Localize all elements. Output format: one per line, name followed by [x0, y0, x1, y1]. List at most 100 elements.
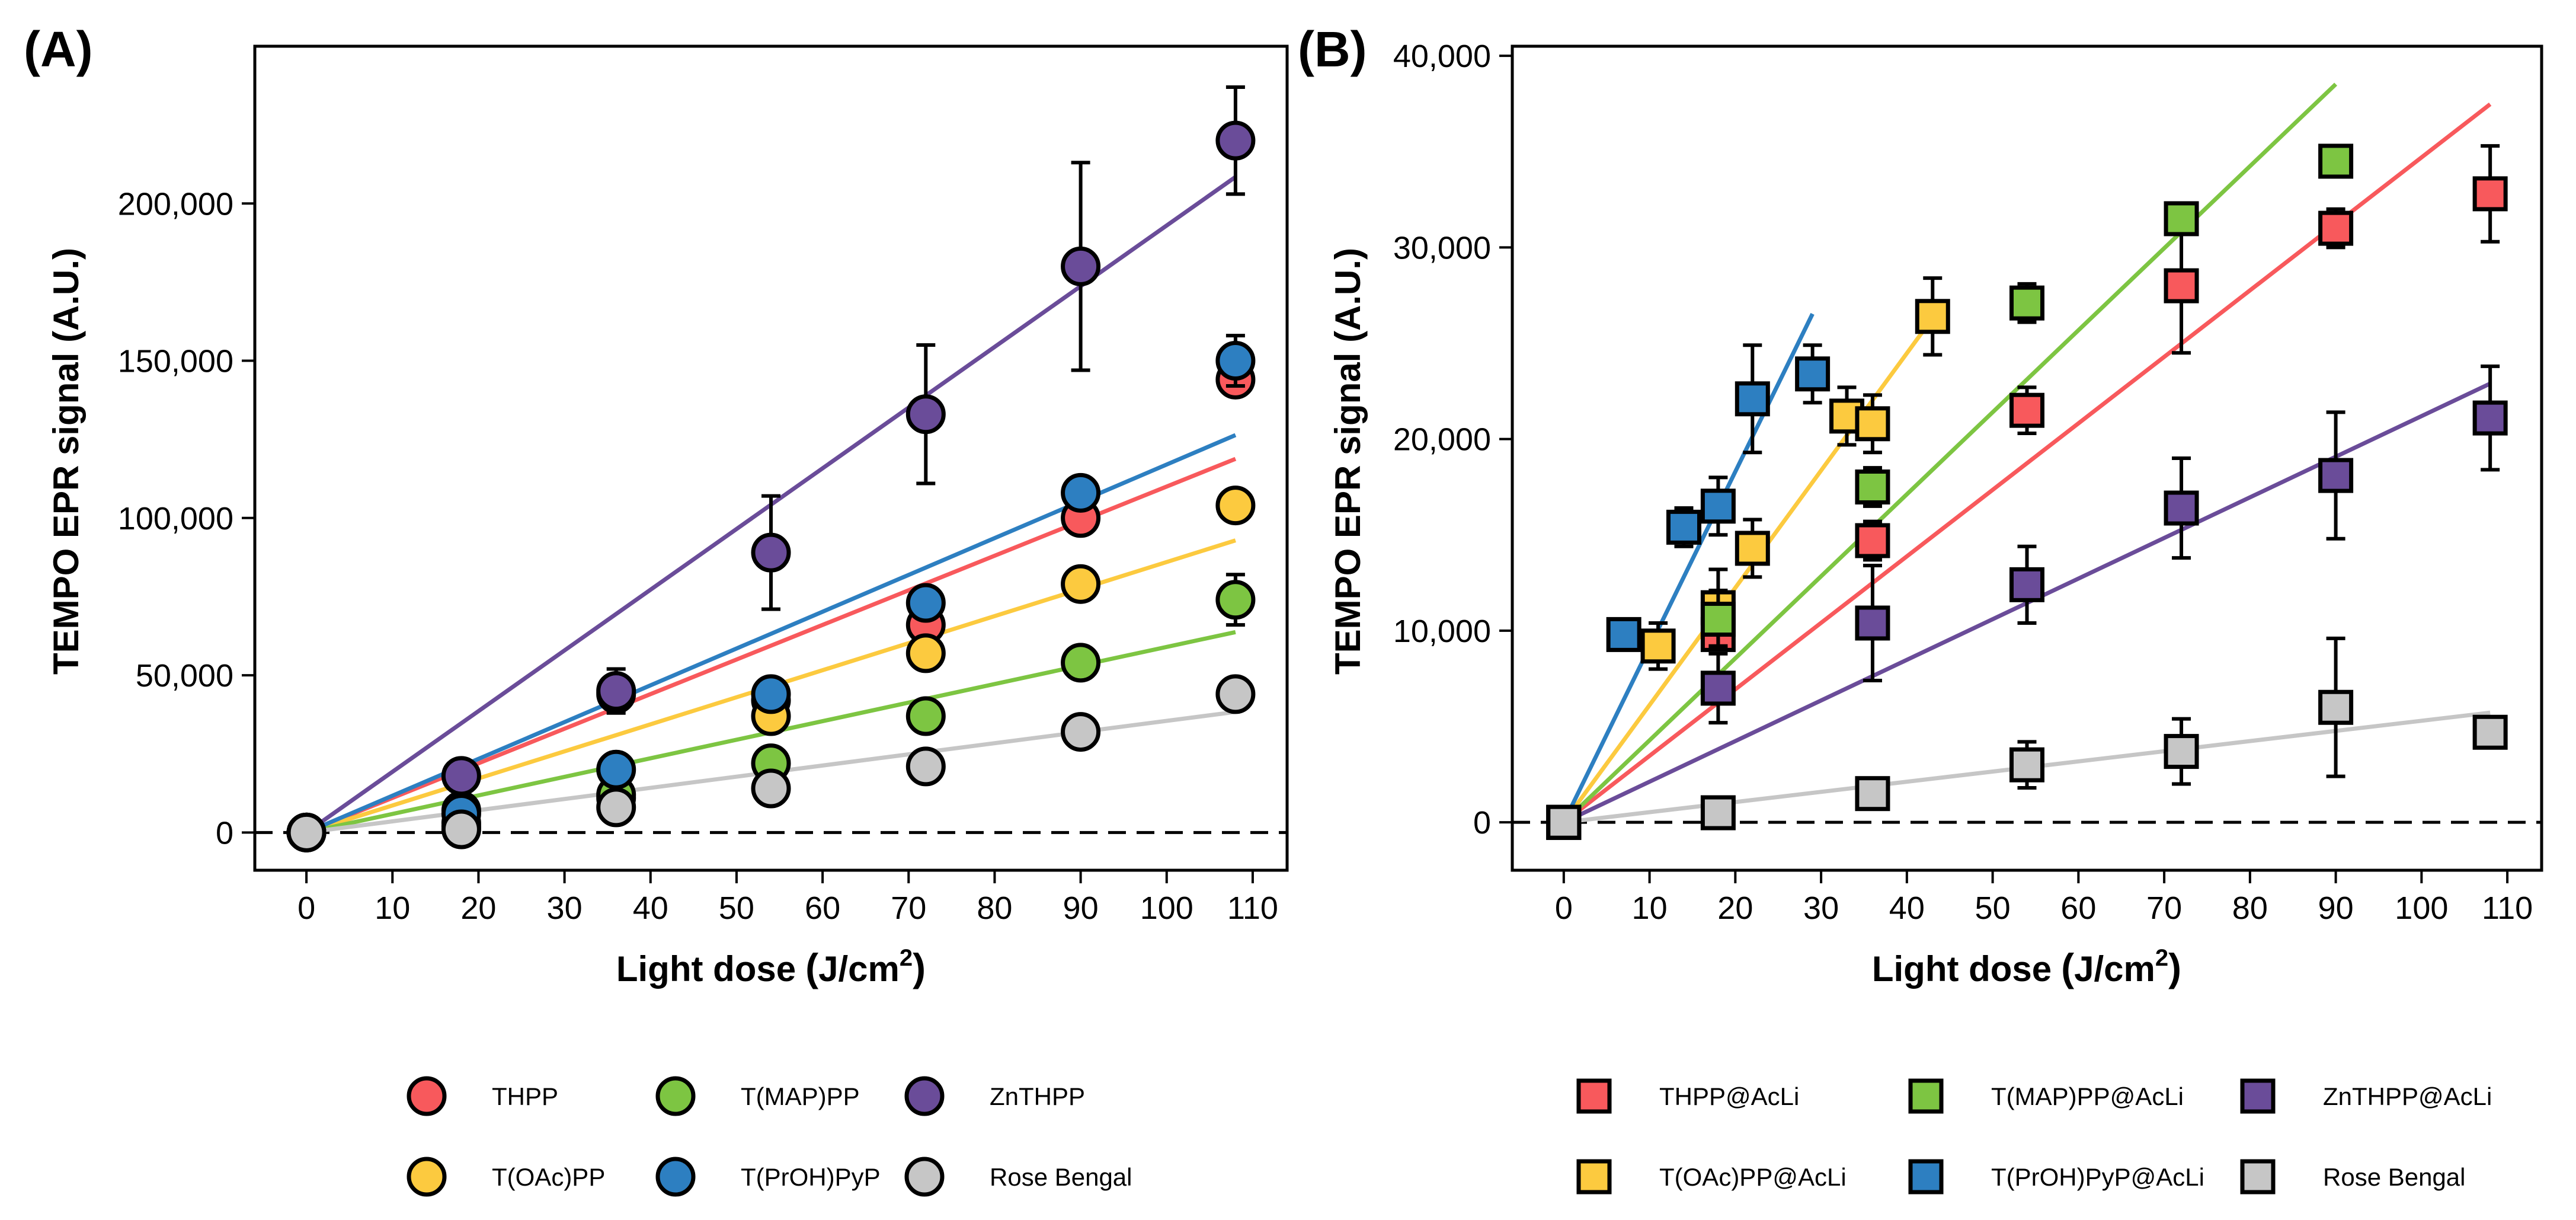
x-tick-label: 60: [2060, 890, 2096, 926]
data-point-t-proh-pyp: [1061, 472, 1101, 513]
data-point-thpp-acli: [2318, 210, 2354, 246]
data-point-thpp-acli: [2164, 268, 2199, 304]
legend-label: ZnTHPP@AcLi: [2323, 1082, 2492, 1110]
data-point-rose-bengal: [1215, 674, 1256, 714]
y-tick-label: 150,000: [118, 344, 233, 379]
data-point-znthpp-acli: [2164, 490, 2199, 526]
legend-label: THPP: [492, 1082, 558, 1110]
data-point-t-map-pp: [1061, 643, 1101, 683]
legend-label: THPP@AcLi: [1659, 1082, 1799, 1110]
data-point-t-proh-pyp: [596, 749, 636, 790]
x-tick-label: 90: [1063, 890, 1099, 926]
data-point-t-oac-pp: [1061, 564, 1101, 604]
legend-label: Rose Bengal: [990, 1163, 1132, 1191]
x-tick-label: 110: [1227, 890, 1278, 926]
legend-swatch: [655, 1157, 696, 1197]
x-tick-label: 70: [891, 890, 926, 926]
y-tick-label: 100,000: [118, 501, 233, 536]
legend-swatch: [1576, 1159, 1612, 1195]
legend-swatch: [655, 1076, 696, 1116]
x-tick-label: 60: [805, 890, 840, 926]
legend-swatch: [904, 1076, 945, 1116]
data-point-znthpp: [751, 532, 791, 573]
data-point-rose-bengal: [2472, 714, 2508, 750]
x-tick-label: 10: [1632, 890, 1668, 926]
data-point-rose-bengal: [1061, 712, 1101, 752]
panel-a-label: (A): [24, 21, 93, 77]
panel-a-y-axis-title: TEMPO EPR signal (A.U.): [46, 248, 86, 675]
panel-b-legend: THPP@AcLi T(MAP)PP@AcLi ZnTHPP@AcLi T(OAc)P…: [1576, 1078, 2492, 1195]
data-point-t-proh-pyp: [1215, 341, 1256, 381]
y-tick-label: 200,000: [118, 186, 233, 222]
x-tick-label: 40: [633, 890, 668, 926]
data-point-znthpp-acli: [2318, 458, 2354, 493]
panel-a-plot-frame: [253, 44, 1289, 872]
data-point-t-proh-pyp-acli: [1606, 617, 1641, 652]
data-point-t-map-pp-acli: [2318, 143, 2354, 179]
legend-item: ZnTHPP: [904, 1076, 1085, 1116]
legend-item: T(OAc)PP@AcLi: [1576, 1159, 1847, 1195]
x-tick-label: 100: [1140, 890, 1193, 926]
legend-label: Rose Bengal: [2323, 1163, 2466, 1191]
y-tick-label: 40,000: [1393, 39, 1491, 74]
x-tick-label: 20: [1717, 890, 1753, 926]
y-tick-label: 50,000: [136, 658, 233, 694]
legend-item: T(MAP)PP@AcLi: [1908, 1078, 2184, 1114]
data-point-t-oac-pp-acli: [1735, 531, 1770, 566]
data-point-rose-bengal: [905, 746, 946, 787]
x-tick-label: 80: [2232, 890, 2268, 926]
legend-label: T(PrOH)PyP: [741, 1163, 881, 1191]
panel-a-x-axis-title: Light dose (J/cm2): [616, 945, 926, 989]
data-point-t-oac-pp-acli: [1640, 628, 1676, 664]
data-point-rose-bengal: [2009, 747, 2044, 783]
y-tick-label: 30,000: [1393, 230, 1491, 266]
x-tick-label: 110: [2482, 890, 2533, 926]
x-tick-label: 30: [547, 890, 583, 926]
panel-b-x-axis-title: Light dose (J/cm2): [1872, 945, 2181, 989]
data-point-t-map-pp-acli: [1855, 469, 1890, 504]
legend-label: T(OAc)PP@AcLi: [1659, 1163, 1847, 1191]
data-point-t-oac-pp-acli: [1855, 406, 1890, 442]
data-point-t-map-pp-acli: [1700, 602, 1736, 637]
panel-b-label: (B): [1298, 21, 1367, 77]
data-point-rose-bengal: [1546, 804, 1582, 840]
data-point-rose-bengal: [286, 812, 327, 852]
legend-label: T(MAP)PP@AcLi: [1991, 1082, 2184, 1110]
legend-item: T(PrOH)PyP: [655, 1157, 881, 1197]
legend-label: T(PrOH)PyP@AcLi: [1991, 1163, 2204, 1191]
data-point-znthpp-acli: [2472, 400, 2508, 436]
x-tick-label: 50: [719, 890, 754, 926]
data-point-t-proh-pyp-acli: [1735, 381, 1770, 417]
data-point-rose-bengal: [2164, 734, 2199, 769]
data-point-znthpp: [1215, 120, 1256, 161]
data-point-t-proh-pyp-acli: [1666, 509, 1701, 545]
data-point-znthpp: [596, 671, 636, 711]
panel-b-plot-frame: [1511, 44, 2543, 872]
data-point-t-oac-pp: [1215, 486, 1256, 526]
legend-item: Rose Bengal: [2240, 1159, 2466, 1195]
x-tick-label: 40: [1889, 890, 1925, 926]
legend-swatch: [2240, 1078, 2276, 1114]
legend-swatch: [407, 1076, 447, 1116]
y-tick-label: 0: [216, 815, 233, 851]
x-tick-label: 0: [297, 890, 315, 926]
legend-swatch: [1908, 1078, 1944, 1114]
data-point-t-map-pp-acli: [2009, 285, 2044, 321]
legend-item: THPP@AcLi: [1576, 1078, 1799, 1114]
data-point-rose-bengal: [2318, 689, 2354, 725]
data-point-znthpp-acli: [2009, 567, 2044, 602]
fit-line-t-proh-pyp-acli: [1561, 312, 1815, 823]
data-point-t-oac-pp: [905, 633, 946, 673]
legend-label: T(OAc)PP: [492, 1163, 605, 1191]
data-point-t-map-pp: [1215, 580, 1256, 620]
fit-line-t-map-pp-acli: [1562, 82, 2338, 824]
data-point-rose-bengal: [1700, 795, 1736, 831]
data-point-t-oac-pp-acli: [1915, 299, 1950, 334]
x-tick-label: 70: [2146, 890, 2182, 926]
y-tick-label: 10,000: [1393, 614, 1491, 649]
legend-item: T(OAc)PP: [407, 1157, 605, 1197]
legend-swatch: [407, 1157, 447, 1197]
legend-swatch: [2240, 1159, 2276, 1195]
x-tick-label: 0: [1555, 890, 1573, 926]
legend-item: T(MAP)PP: [655, 1076, 860, 1116]
